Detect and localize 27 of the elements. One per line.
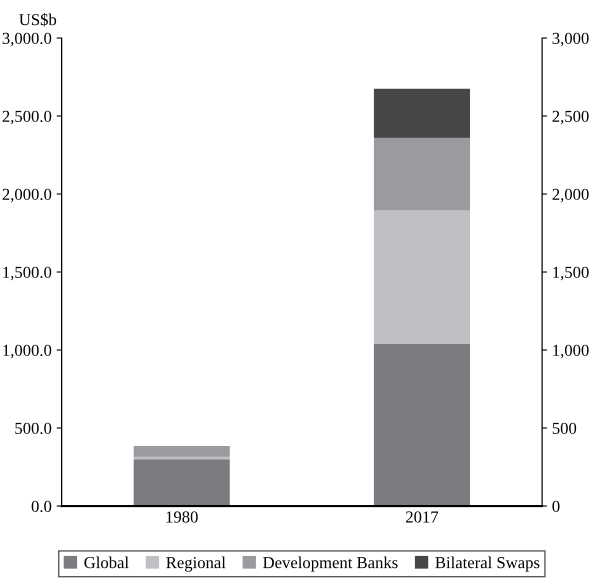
y-tick-label: 0.0 [32,500,52,512]
legend-label: Bilateral Swaps [435,556,540,572]
y2-tick-label: 3,000 [552,32,589,46]
y2-tick-label: 0 [552,500,560,512]
bar [374,344,470,506]
bar [374,210,470,344]
y-tick-label: 1,000.0 [3,344,52,358]
x-tick-label: 2017 [406,511,438,523]
legend-label: Development Banks [263,556,398,572]
bar [374,88,470,138]
y-tick-label: 3,000.0 [2,32,52,46]
y-tick-label: 500.0 [15,422,52,434]
bar [134,459,230,506]
bar [134,446,230,457]
bar [374,138,470,210]
y2-tick-label: 2,000 [552,188,589,202]
y2-tick-label: 1,500 [553,266,589,280]
legend-label: Global [84,556,129,568]
y2-tick-label: 2,500 [552,110,589,124]
y2-tick-label: 500 [552,422,576,434]
y-tick-label: 2,000.0 [2,188,52,202]
y-axis-title: US$b [19,13,56,26]
legend-label: Regional [166,556,226,572]
y-tick-label: 1,500.0 [3,266,52,280]
y-tick-label: 2,500.0 [2,110,52,124]
y2-tick-label: 1,000 [553,344,589,358]
x-tick-label: 1980 [166,511,198,523]
